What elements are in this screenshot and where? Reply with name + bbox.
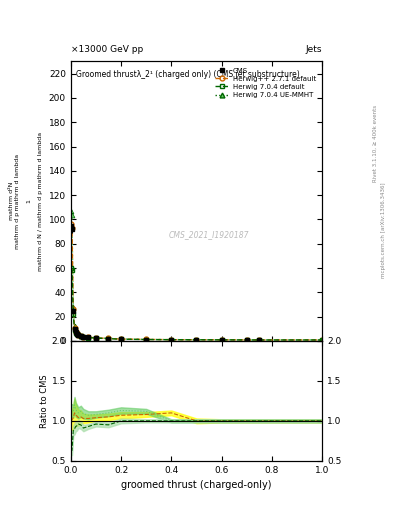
- Text: mcplots.cern.ch [arXiv:1306.3436]: mcplots.cern.ch [arXiv:1306.3436]: [381, 183, 386, 278]
- Y-axis label: Ratio to CMS: Ratio to CMS: [40, 374, 49, 428]
- Text: Rivet 3.1.10, ≥ 400k events: Rivet 3.1.10, ≥ 400k events: [373, 105, 378, 182]
- X-axis label: groomed thrust (charged-only): groomed thrust (charged-only): [121, 480, 272, 490]
- Text: Groomed thrustλ_2¹ (charged only) (CMS jet substructure): Groomed thrustλ_2¹ (charged only) (CMS j…: [76, 70, 299, 79]
- Text: ×13000 GeV pp: ×13000 GeV pp: [71, 45, 143, 54]
- Legend: CMS, Herwig++ 2.7.1 default, Herwig 7.0.4 default, Herwig 7.0.4 UE-MMHT: CMS, Herwig++ 2.7.1 default, Herwig 7.0.…: [213, 65, 319, 101]
- Y-axis label: mathrm d²N
mathrm d p mathrm d lambda

1

mathrm d N / mathrm d p mathrm d lambd: mathrm d²N mathrm d p mathrm d lambda 1 …: [9, 132, 43, 271]
- Text: Jets: Jets: [306, 45, 322, 54]
- Text: CMS_2021_I1920187: CMS_2021_I1920187: [169, 230, 249, 239]
